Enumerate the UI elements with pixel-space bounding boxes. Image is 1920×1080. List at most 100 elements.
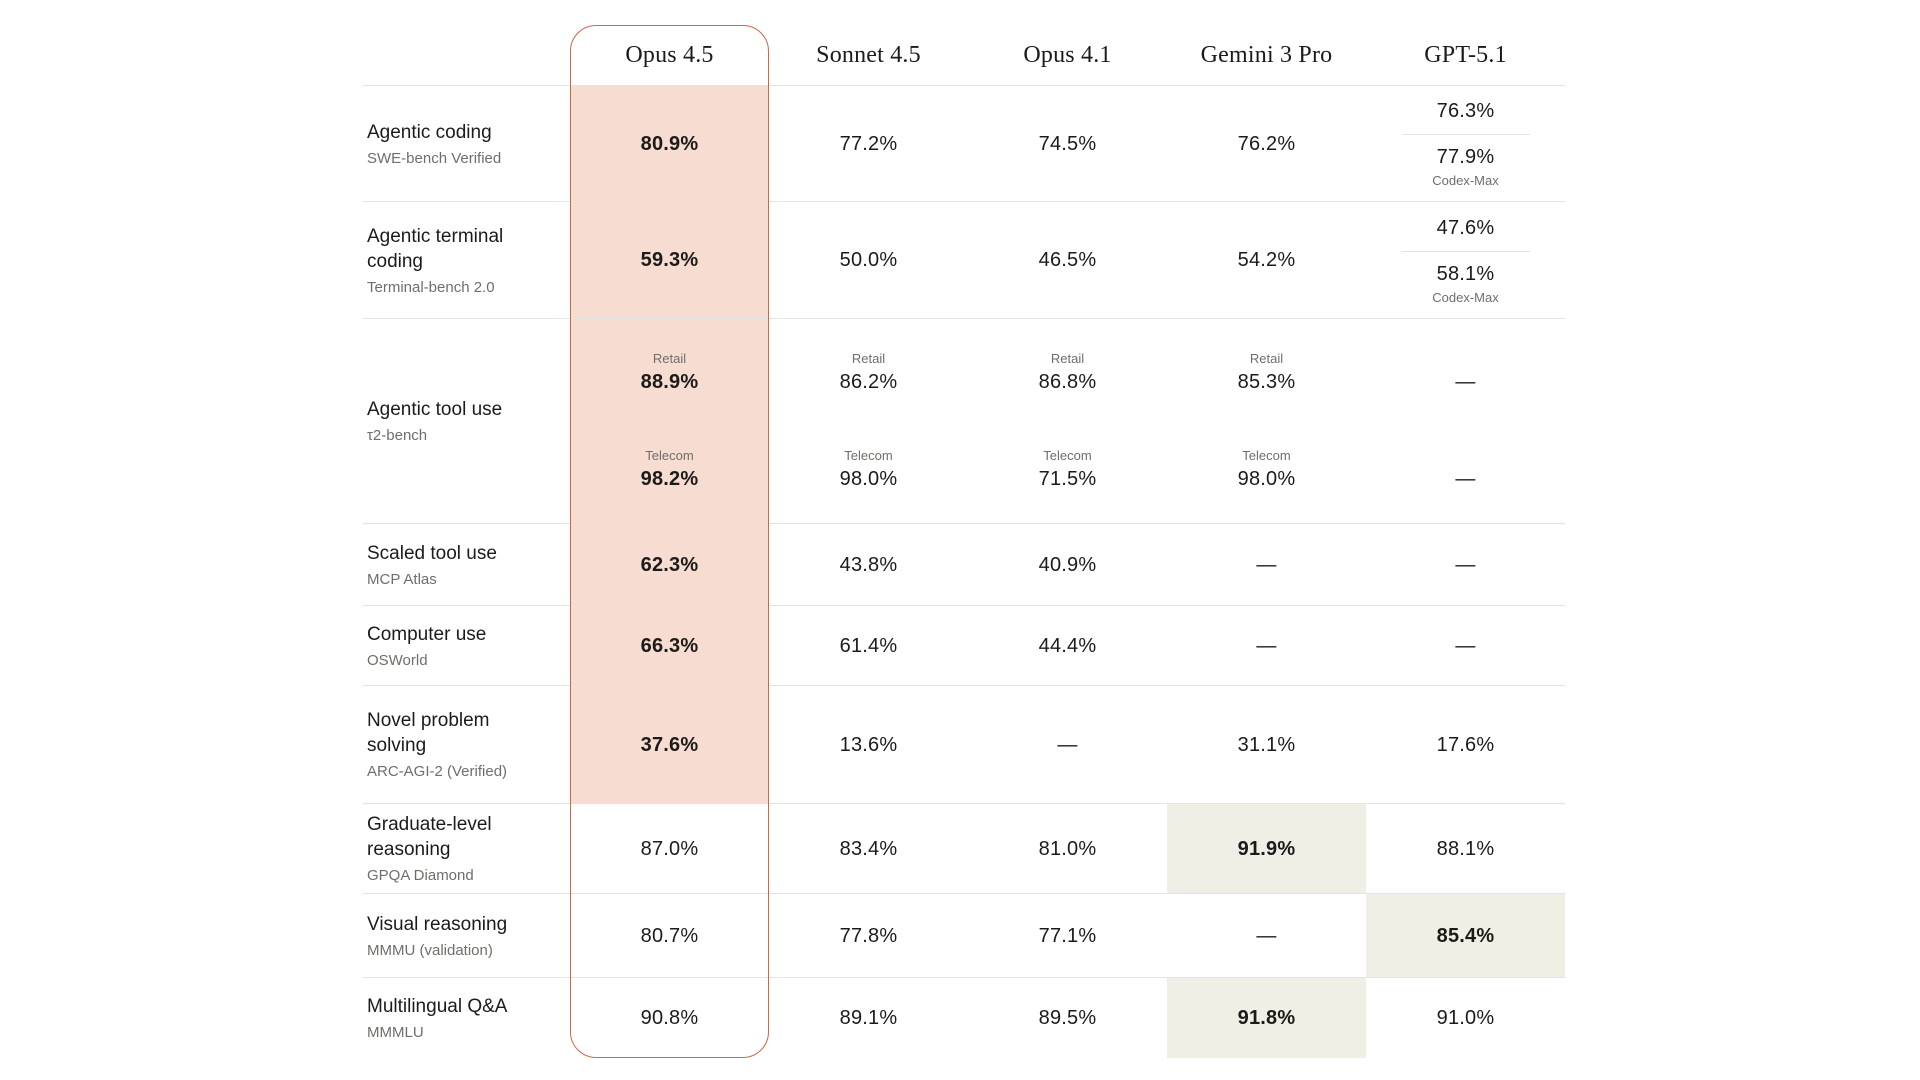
cell-divider: [1401, 134, 1530, 135]
sub-score-telecom: Telecom 98.2%: [641, 447, 699, 492]
score-value: 86.8%: [1038, 371, 1097, 393]
row-label: Computer use OSWorld: [363, 606, 570, 685]
score-cell-gpt-5-1: 85.4%: [1366, 894, 1565, 977]
score-cell-opus-4-1: 74.5%: [968, 86, 1167, 201]
sub-score-telecom: Telecom 98.0%: [840, 447, 898, 492]
score-value: 98.0%: [1237, 468, 1296, 490]
sub-score-label: Telecom: [1043, 448, 1092, 463]
score-value: 54.2%: [1237, 249, 1296, 271]
score-cell-sonnet-4-5: 77.8%: [769, 894, 968, 977]
row-visual-reasoning: Visual reasoning MMMU (validation) 80.7%…: [363, 893, 1565, 977]
row-label: Agentic tool use τ2-bench: [363, 319, 570, 523]
score-cell-gemini-3-pro: Retail 85.3% Telecom 98.0%: [1167, 319, 1366, 523]
score-value: —: [1256, 924, 1277, 947]
score-cell-gpt-5-1: 47.6% 58.1% Codex-Max: [1366, 202, 1565, 318]
score-cell-opus-4-5: Retail 88.9% Telecom 98.2%: [570, 319, 769, 523]
score-cell-gpt-5-1: 88.1%: [1366, 804, 1565, 893]
score-cell-opus-4-1: —: [968, 686, 1167, 803]
score-cell-gemini-3-pro: 76.2%: [1167, 86, 1366, 201]
sub-score-telecom: Telecom 71.5%: [1039, 447, 1097, 492]
score-cell-opus-4-5: 66.3%: [570, 606, 769, 685]
sub-score-retail: Retail 86.8%: [1039, 350, 1097, 395]
sub-score-retail: Retail 86.2%: [840, 350, 898, 395]
score-value: 31.1%: [1237, 733, 1296, 756]
sub-score-telecom: —: [1455, 447, 1475, 492]
score-cell-opus-4-5: 59.3%: [570, 202, 769, 318]
score-cell-sonnet-4-5: 13.6%: [769, 686, 968, 803]
category-label: Scaled tool use: [367, 542, 497, 564]
model-name-label: Gemini 3 Pro: [1200, 42, 1333, 68]
score-cell-opus-4-5: 90.8%: [570, 978, 769, 1058]
score-cell-opus-4-1: 77.1%: [968, 894, 1167, 977]
score-value: 44.4%: [1038, 634, 1097, 657]
column-header-gemini-3-pro: Gemini 3 Pro: [1167, 25, 1366, 85]
row-novel-problem-solving: Novel problem solving ARC-AGI-2 (Verifie…: [363, 685, 1565, 803]
score-cell-opus-4-1: 44.4%: [968, 606, 1167, 685]
score-value: 88.9%: [640, 371, 699, 393]
score-value: —: [1455, 553, 1476, 576]
row-label: Multilingual Q&A MMMLU: [363, 978, 570, 1058]
score-cell-sonnet-4-5: 77.2%: [769, 86, 968, 201]
score-value: 40.9%: [1038, 553, 1097, 576]
score-cell-sonnet-4-5: Retail 86.2% Telecom 98.0%: [769, 319, 968, 523]
row-scaled-tool-use: Scaled tool use MCP Atlas 62.3% 43.8% 40…: [363, 523, 1565, 605]
score-cell-gemini-3-pro: —: [1167, 606, 1366, 685]
score-cell-opus-4-5: 87.0%: [570, 804, 769, 893]
score-value: 90.8%: [640, 1007, 699, 1029]
score-value: 98.2%: [640, 468, 699, 490]
score-cell-opus-4-1: 46.5%: [968, 202, 1167, 318]
score-cell-opus-4-1: Retail 86.8% Telecom 71.5%: [968, 319, 1167, 523]
score-value: 81.0%: [1038, 837, 1097, 860]
header-row: Opus 4.5 Sonnet 4.5 Opus 4.1 Gemini 3 Pr…: [363, 25, 1565, 85]
score-value: 66.3%: [640, 634, 699, 657]
column-header-gpt-5-1: GPT-5.1: [1366, 25, 1565, 85]
benchmark-name: MMMLU: [367, 1024, 424, 1041]
sub-score-retail: Retail 88.9%: [641, 350, 699, 395]
cell-divider: [1401, 250, 1530, 252]
score-cell-gpt-5-1: 76.3% 77.9% Codex-Max: [1366, 86, 1565, 201]
score-value: 91.9%: [1237, 837, 1296, 860]
score-cell-gemini-3-pro: 54.2%: [1167, 202, 1366, 318]
score-cell-gpt-5-1: 91.0%: [1366, 978, 1565, 1058]
sub-score-label: Telecom: [645, 448, 694, 463]
score-value: 76.2%: [1237, 132, 1296, 155]
score-value: —: [1057, 733, 1078, 756]
score-cell-gpt-5-1: —: [1366, 524, 1565, 605]
score-cell-opus-4-1: 40.9%: [968, 524, 1167, 605]
benchmark-name: τ2-bench: [367, 427, 428, 444]
variant-note: Codex-Max: [1432, 289, 1499, 305]
score-cell-opus-4-5: 80.9%: [570, 86, 769, 201]
score-cell-gpt-5-1: —: [1366, 606, 1565, 685]
benchmark-name: MMMU (validation): [367, 941, 493, 959]
sub-score-retail: Retail 85.3%: [1238, 350, 1296, 395]
category-label: Graduate-level reasoning: [367, 814, 492, 860]
header-spacer: [363, 25, 570, 85]
sub-score-label: Telecom: [1242, 448, 1291, 463]
score-value: 83.4%: [839, 837, 898, 860]
score-cell-sonnet-4-5: 61.4%: [769, 606, 968, 685]
score-cell-opus-4-1: 81.0%: [968, 804, 1167, 893]
benchmark-name: MCP Atlas: [367, 570, 437, 588]
benchmark-name: SWE-bench Verified: [367, 149, 502, 167]
score-cell-sonnet-4-5: 83.4%: [769, 804, 968, 893]
benchmark-name: OSWorld: [367, 651, 428, 669]
score-value: —: [1455, 634, 1476, 657]
score-value: 89.1%: [839, 1007, 898, 1029]
score-value: 85.3%: [1237, 371, 1296, 393]
row-label: Scaled tool use MCP Atlas: [363, 524, 570, 605]
score-value: 47.6%: [1436, 216, 1495, 239]
row-agentic-terminal-coding: Agentic terminal coding Terminal-bench 2…: [363, 201, 1565, 318]
score-value: 61.4%: [839, 634, 898, 657]
score-cell-gemini-3-pro: —: [1167, 524, 1366, 605]
score-value: 62.3%: [640, 553, 699, 576]
row-agentic-coding: Agentic coding SWE-bench Verified 80.9% …: [363, 85, 1565, 201]
score-value: 87.0%: [640, 837, 699, 860]
score-value: 59.3%: [640, 249, 699, 271]
score-value: —: [1256, 634, 1277, 657]
score-value: 71.5%: [1038, 468, 1097, 490]
category-label: Agentic coding: [367, 121, 492, 143]
score-value: 76.3%: [1436, 100, 1495, 122]
score-value: 74.5%: [1038, 132, 1097, 155]
row-label: Visual reasoning MMMU (validation): [363, 894, 570, 977]
score-cell-sonnet-4-5: 43.8%: [769, 524, 968, 605]
